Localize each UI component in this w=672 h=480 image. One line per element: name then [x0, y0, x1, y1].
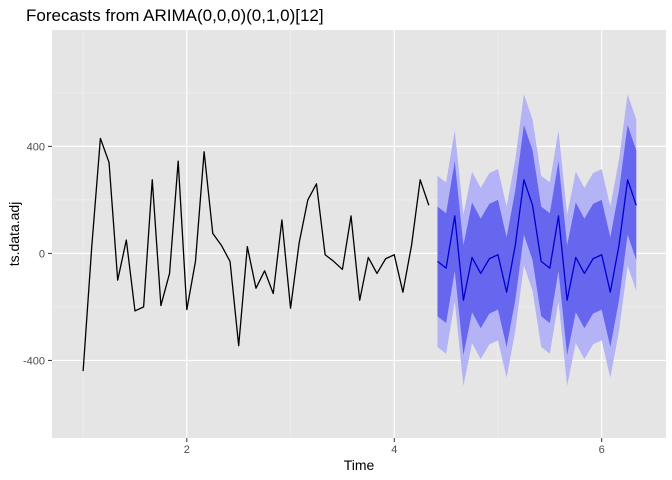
prediction-interval-80 [437, 124, 637, 356]
y-axis-title: ts.data.adj [6, 202, 22, 267]
series-lines [82, 137, 637, 372]
y-tick-label: 400 [27, 141, 45, 153]
forecast-series-line [437, 179, 637, 301]
y-tick-label: -400 [23, 355, 45, 367]
x-axis-ticks: 2 4 6 [184, 438, 605, 456]
y-axis-ticks: -400 0 400 [23, 141, 52, 367]
x-tick-label: 4 [391, 444, 397, 456]
y-tick-label: 0 [39, 248, 45, 260]
chart-title: Forecasts from ARIMA(0,0,0)(0,1,0)[12] [26, 6, 324, 25]
pi80-band [437, 124, 637, 356]
x-tick-label: 6 [599, 444, 605, 456]
observed-series-line [82, 137, 430, 372]
x-axis-title: Time [344, 457, 375, 473]
x-tick-label: 2 [184, 444, 190, 456]
